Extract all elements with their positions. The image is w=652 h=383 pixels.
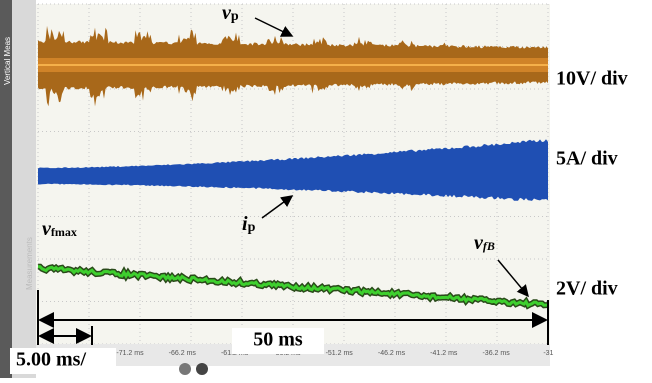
scope-button[interactable] (179, 363, 191, 375)
sidebar-tab[interactable]: Vertical Meas (3, 37, 12, 85)
trace-scale: 10V/ div (556, 68, 628, 90)
time-tick-label: -51.2 ms (326, 350, 354, 357)
sidebar-tab[interactable]: Measurements (25, 237, 34, 290)
trace-scale: 5A/ div (556, 148, 618, 170)
time-tick-label: -31 (543, 350, 553, 357)
time-tick-label: -66.2 ms (169, 350, 197, 357)
scope-screenshot: Vertical Meas Measurements -71.2 ms -66.2… (0, 0, 652, 378)
time-tick-label: -71.2 ms (116, 350, 144, 357)
time-tick-label: -41.2 ms (430, 350, 458, 357)
trace-scale: 2V/ div (556, 278, 618, 300)
span-label: 50 ms (253, 329, 303, 351)
time-tick-label: -36.2 ms (482, 350, 510, 357)
time-tick-label: -46.2 ms (378, 350, 406, 357)
timebase-label: 5.00 ms/ (16, 349, 86, 371)
scope-button[interactable] (196, 363, 208, 375)
